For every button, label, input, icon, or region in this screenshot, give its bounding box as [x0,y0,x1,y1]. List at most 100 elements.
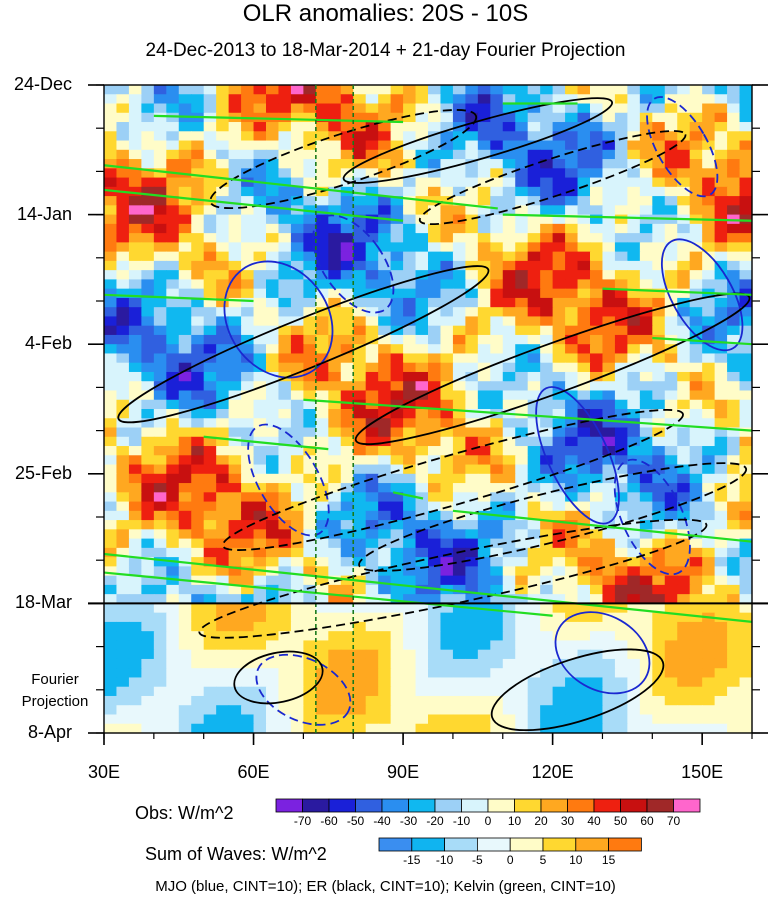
field-cell [116,177,130,188]
field-cell [365,307,379,318]
field-cell [465,381,479,392]
field-cell [565,260,579,271]
field-cell [141,334,155,345]
field-cell [328,538,342,549]
field-cell [677,695,691,706]
field-cell [178,131,192,142]
field-cell [353,242,367,253]
field-cell [452,649,466,660]
field-cell [552,94,566,105]
field-cell [315,464,329,475]
field-cell [178,94,192,105]
field-cell [353,353,367,364]
field-cell [577,131,591,142]
field-cell [490,557,504,567]
field-cell [565,399,579,410]
field-cell [627,371,641,382]
field-cell [141,390,155,401]
field-cell [153,390,167,401]
field-cell [689,538,703,549]
field-cell [502,557,516,567]
field-cell [677,279,691,290]
field-cell [452,520,466,530]
field-cell [403,631,417,642]
field-cell [203,168,217,179]
field-cell [353,455,367,466]
field-cell [116,501,130,512]
field-cell [727,584,741,595]
field-cell [577,686,591,697]
field-cell [527,186,541,197]
field-cell [614,631,628,642]
field-cell [378,103,392,114]
field-cell [141,510,155,521]
field-cell [104,344,118,355]
field-cell [241,186,255,197]
field-cell [128,473,142,484]
field-cell [166,362,180,373]
field-cell [477,473,491,484]
field-cell [627,510,641,521]
field-cell [353,520,367,530]
field-cell [639,399,653,410]
field-cell [228,584,242,595]
field-cell [141,362,155,373]
field-cell [303,473,317,484]
field-cell [141,233,155,243]
field-cell [515,168,529,179]
field-cell [378,409,392,419]
field-cell [552,492,566,503]
field-cell [191,325,205,336]
field-cell [639,473,653,484]
field-cell [677,677,691,688]
field-cell [141,446,155,456]
field-cell [664,159,678,169]
field-cell [128,270,142,280]
field-cell [415,362,429,373]
field-cell [440,242,454,253]
field-cell [614,409,628,419]
field-cell [540,418,554,429]
field-cell [390,714,404,725]
kelvin-contour [652,336,752,346]
field-cell [627,436,641,447]
field-cell [365,464,379,475]
field-cell [465,223,479,234]
field-cell [652,399,666,410]
field-cell [590,483,604,493]
field-cell [378,362,392,373]
field-cell [652,94,666,105]
field-cell [639,529,653,540]
field-cell [614,538,628,549]
obs-colorbar-swatch [620,798,648,813]
field-cell [191,334,205,345]
field-cell [315,584,329,595]
field-cell [290,177,304,188]
field-cell [203,686,217,697]
field-cell [216,418,230,429]
field-cell [614,288,628,299]
field-cell [415,371,429,382]
field-cell [116,325,130,336]
field-cell [428,557,442,567]
field-cell [627,723,641,733]
field-cell [677,270,691,280]
field-cell [739,677,752,688]
field-cell [714,464,728,475]
field-cell [540,631,554,642]
field-cell [266,686,280,697]
field-cell [465,362,479,373]
field-cell [565,640,579,651]
field-cell [141,649,155,660]
field-cell [166,649,180,660]
field-cell [590,371,604,382]
field-cell [465,557,479,567]
field-cell [266,427,280,438]
field-cell [490,242,504,253]
field-cell [415,233,429,243]
field-cell [104,464,118,475]
field-cell [403,159,417,169]
field-cell [527,223,541,234]
field-cell [228,168,242,179]
field-cell [552,353,566,364]
